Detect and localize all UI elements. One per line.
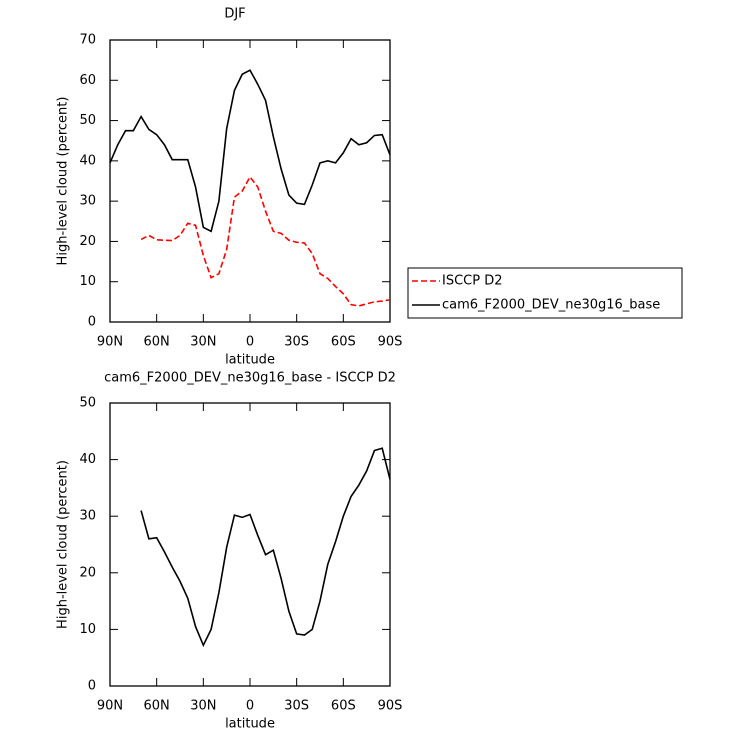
y-tick-label: 30 bbox=[79, 194, 96, 209]
x-tick-label: 60N bbox=[144, 335, 170, 350]
x-tick-label: 60N bbox=[144, 699, 170, 714]
y-tick-label: 60 bbox=[79, 73, 96, 88]
y-tick-label: 10 bbox=[79, 622, 96, 637]
x-tick-label: 30N bbox=[190, 335, 216, 350]
y-tick-label: 40 bbox=[79, 153, 96, 168]
y-tick-label: 30 bbox=[79, 509, 96, 524]
x-tick-label: 90N bbox=[97, 335, 123, 350]
y-tick-label: 20 bbox=[79, 565, 96, 580]
chart-title: DJF bbox=[224, 7, 245, 22]
y-tick-label: 20 bbox=[79, 234, 96, 249]
y-tick-label: 0 bbox=[88, 679, 96, 694]
legend-box bbox=[407, 267, 683, 319]
y-tick-label: 50 bbox=[79, 113, 96, 128]
x-tick-label: 30S bbox=[284, 699, 309, 714]
x-tick-label: 60S bbox=[331, 699, 356, 714]
x-tick-label: 30N bbox=[190, 699, 216, 714]
x-tick-label: 60S bbox=[331, 335, 356, 350]
x-tick-label: 90N bbox=[97, 699, 123, 714]
plot-frame bbox=[109, 402, 391, 687]
plot-frame bbox=[109, 39, 391, 323]
data-line bbox=[140, 175, 391, 307]
data-line bbox=[109, 69, 391, 233]
y-axis-label: High-level cloud (percent) bbox=[56, 97, 71, 266]
x-axis-label: latitude bbox=[225, 353, 275, 368]
x-tick-label: 0 bbox=[246, 699, 254, 714]
y-tick-label: 10 bbox=[79, 274, 96, 289]
x-tick-label: 90S bbox=[378, 699, 403, 714]
y-tick-label: 0 bbox=[88, 315, 96, 330]
y-tick-label: 40 bbox=[79, 452, 96, 467]
legend-label: cam6_F2000_DEV_ne30g16_base bbox=[442, 298, 660, 313]
chart-title: cam6_F2000_DEV_ne30g16_base - ISCCP D2 bbox=[104, 371, 396, 386]
x-axis-label: latitude bbox=[225, 717, 275, 732]
x-tick-label: 30S bbox=[284, 335, 309, 350]
data-line bbox=[140, 447, 391, 648]
x-tick-label: 90S bbox=[378, 335, 403, 350]
y-axis-label: High-level cloud (percent) bbox=[56, 460, 71, 629]
y-tick-label: 70 bbox=[79, 33, 96, 48]
y-tick-label: 50 bbox=[79, 396, 96, 411]
legend-label: ISCCP D2 bbox=[442, 274, 503, 289]
x-tick-label: 0 bbox=[246, 335, 254, 350]
